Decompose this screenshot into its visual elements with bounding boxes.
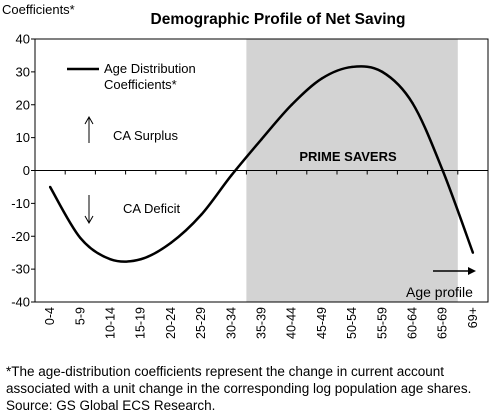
- ca-deficit-label: CA Deficit: [123, 201, 180, 216]
- x-tick-label: 5-9: [73, 307, 87, 325]
- chart-title: Demographic Profile of Net Saving: [151, 11, 406, 28]
- x-tick-label: 45-49: [315, 307, 329, 339]
- y-tick-label: 30: [16, 64, 30, 79]
- x-tick-label: 35-39: [255, 307, 269, 339]
- x-tick-label: 50-54: [345, 307, 359, 339]
- data-point: [260, 138, 263, 141]
- x-tick-label: 15-19: [134, 307, 148, 339]
- x-tick-label: 25-29: [194, 307, 208, 339]
- data-point: [441, 169, 444, 172]
- down-arrow-icon: [84, 195, 94, 225]
- data-point: [199, 213, 203, 217]
- data-point: [79, 236, 82, 240]
- data-point: [471, 251, 475, 254]
- y-tick-label: -20: [11, 229, 30, 244]
- data-point: [230, 174, 233, 177]
- x-tick-label: 20-24: [164, 307, 178, 339]
- data-point: [411, 101, 414, 105]
- y-tick-label: 40: [16, 32, 30, 47]
- x-tick-label: 65-69: [436, 307, 450, 339]
- data-point: [48, 185, 52, 189]
- y-tick-label: 0: [23, 163, 30, 178]
- x-tick-label: 69+: [466, 307, 480, 328]
- data-point: [381, 70, 384, 74]
- up-arrow-icon: [84, 115, 94, 143]
- x-tick-label: 10-14: [104, 307, 118, 339]
- right-arrow-icon: [433, 267, 476, 275]
- data-point: [139, 258, 142, 261]
- x-tick-label: 30-34: [224, 307, 238, 339]
- legend-label-line1: Age Distribution: [104, 61, 196, 76]
- x-tick-label: 0-4: [43, 307, 57, 325]
- age-profile-label: Age profile: [406, 284, 473, 300]
- data-point: [320, 77, 324, 80]
- x-tick-label: 40-44: [285, 307, 299, 339]
- y-tick-label: 20: [16, 97, 30, 112]
- y-tick-label: 10: [16, 130, 30, 145]
- data-point: [169, 241, 173, 245]
- data-point: [290, 103, 293, 106]
- data-point: [109, 258, 112, 261]
- shaded-region-label: PRIME SAVERS: [299, 149, 397, 164]
- y-tick-label: -10: [11, 196, 30, 211]
- y-axis-label: Coefficients*: [2, 2, 75, 17]
- data-point: [350, 65, 354, 69]
- ca-surplus-label: CA Surplus: [113, 128, 179, 143]
- legend-label-line2: Coefficients*: [104, 77, 177, 92]
- x-tick-label: 60-64: [406, 307, 420, 339]
- y-tick-label: -30: [11, 262, 30, 277]
- x-tick-label: 55-59: [375, 307, 389, 339]
- footnote: *The age-distribution coefficients repre…: [6, 364, 472, 413]
- y-tick-label: -40: [11, 295, 30, 310]
